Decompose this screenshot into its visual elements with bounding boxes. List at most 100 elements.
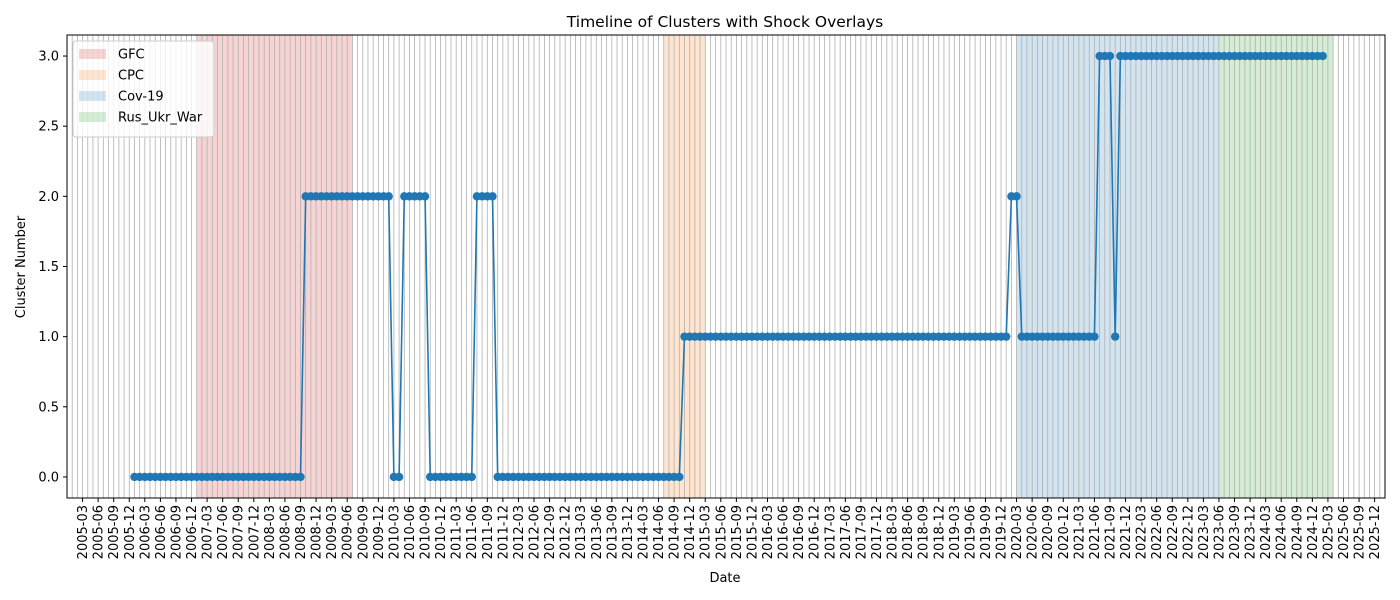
chart-title: Timeline of Clusters with Shock Overlays: [566, 13, 883, 31]
data-point: [1105, 51, 1115, 61]
x-tick-label: 2016-03: [761, 505, 776, 559]
x-tick-label: 2022-12: [1181, 505, 1196, 559]
x-tick-label: 2024-12: [1306, 505, 1321, 559]
x-axis-label: Date: [709, 571, 740, 586]
x-tick-label: 2018-03: [886, 505, 901, 559]
legend-label: Rus_Ukr_War: [118, 111, 203, 126]
legend-swatch: [79, 70, 106, 80]
x-tick-label: 2011-03: [450, 505, 465, 559]
x-tick-label: 2012-03: [512, 505, 527, 559]
x-tick-label: 2025-03: [1321, 505, 1336, 559]
x-tick-label: 2015-09: [730, 505, 745, 559]
x-tick-label: 2023-12: [1244, 505, 1259, 559]
x-tick-label: 2021-03: [1072, 505, 1087, 559]
x-tick-label: 2015-12: [745, 505, 760, 559]
y-tick-label: 2.5: [38, 120, 59, 135]
data-point: [1110, 332, 1120, 341]
legend-label: Cov-19: [118, 90, 164, 105]
x-gridlines: [71, 35, 1381, 498]
x-tick-label: 2013-03: [574, 505, 589, 559]
shock-band-cov-19-2: [1130, 35, 1219, 498]
x-tick-label: 2020-03: [1010, 505, 1025, 559]
x-tick-label: 2005-06: [92, 505, 107, 559]
y-tick-label: 1.0: [38, 330, 59, 345]
x-tick-label: 2023-06: [1212, 505, 1227, 559]
x-tick-label: 2007-09: [232, 505, 247, 559]
x-tick-label: 2008-03: [263, 505, 278, 559]
legend-label: GFC: [118, 48, 145, 63]
legend-box: [72, 40, 215, 138]
data-point: [1012, 192, 1021, 201]
x-tick-label: 2008-12: [310, 505, 325, 559]
y-tick-label: 2.0: [38, 190, 59, 205]
x-tick-label: 2013-12: [621, 505, 636, 559]
x-tick-label: 2010-09: [419, 505, 434, 559]
y-tick-label: 0.0: [38, 470, 59, 485]
x-tick-label: 2024-09: [1290, 505, 1305, 559]
x-tick-label: 2016-06: [777, 505, 792, 559]
x-tick-label: 2013-06: [590, 505, 605, 559]
series-line-layer: [130, 51, 1327, 482]
x-tick-label: 2008-09: [294, 505, 309, 559]
x-tick-label: 2025-06: [1337, 505, 1352, 559]
x-tick-label: 2020-06: [1026, 505, 1041, 559]
x-tick-label: 2023-09: [1228, 505, 1243, 559]
y-tick-label: 3.0: [38, 50, 59, 65]
x-tick-label: 2008-06: [278, 505, 293, 559]
x-tick-label: 2017-09: [854, 505, 869, 559]
x-tick-label: 2019-09: [979, 505, 994, 559]
y-tick-label: 0.5: [38, 400, 59, 415]
data-point: [675, 472, 684, 482]
x-tick-label: 2011-12: [496, 505, 511, 559]
x-tick-label: 2020-09: [1041, 505, 1056, 559]
data-point: [394, 472, 404, 482]
x-tick-label: 2009-12: [372, 505, 387, 559]
x-tick-label: 2025-09: [1353, 505, 1368, 559]
x-tick-label: 2014-12: [683, 505, 698, 559]
x-tick-label: 2015-06: [714, 505, 729, 559]
x-tick-label: 2014-06: [652, 505, 667, 559]
x-tick-label: 2006-06: [154, 505, 169, 559]
x-tick-label: 2019-06: [963, 505, 978, 559]
x-tick-label: 2012-12: [559, 505, 574, 559]
legend-swatch: [79, 112, 106, 122]
x-tick-label: 2006-03: [138, 505, 153, 559]
data-point: [384, 192, 393, 201]
x-tick-label: 2005-03: [76, 505, 91, 559]
x-tick-label: 2019-03: [948, 505, 963, 559]
data-point: [1318, 51, 1327, 61]
x-tick-label: 2012-06: [528, 505, 543, 559]
y-axis-label: Cluster Number: [14, 215, 29, 318]
x-tick-label: 2005-12: [123, 505, 138, 559]
shock-band-rus-ukr-war-1: [1218, 35, 1266, 498]
x-tick-label: 2010-06: [403, 505, 418, 559]
x-tick-label: 2015-03: [699, 505, 714, 559]
x-tick-label: 2010-12: [434, 505, 449, 559]
x-tick-label: 2009-03: [325, 505, 340, 559]
x-tick-label: 2022-09: [1166, 505, 1181, 559]
x-tick-label: 2019-12: [995, 505, 1010, 559]
shock-band-rus-ukr-war-2: [1265, 35, 1334, 498]
data-point: [296, 472, 305, 482]
x-tick-label: 2017-03: [823, 505, 838, 559]
x-tick-label: 2021-09: [1103, 505, 1118, 559]
x-tick-label: 2018-09: [917, 505, 932, 559]
data-point: [467, 472, 476, 482]
x-tick-label: 2014-09: [668, 505, 683, 559]
legend-swatch: [79, 49, 106, 59]
x-tick-label: 2005-09: [107, 505, 122, 559]
x-tick-label: 2021-06: [1088, 505, 1103, 559]
legend: GFC CPC Cov-19 Rus_Ukr_War: [72, 40, 215, 138]
x-tick-label: 2021-12: [1119, 505, 1134, 559]
data-point: [488, 192, 497, 201]
x-tick-label: 2018-06: [901, 505, 916, 559]
legend-label: CPC: [118, 69, 144, 84]
x-tick-label: 2006-12: [185, 505, 200, 559]
x-tick-label: 2013-09: [605, 505, 620, 559]
legend-swatch: [79, 91, 106, 101]
x-tick-label: 2006-09: [169, 505, 184, 559]
x-tick-label: 2009-06: [341, 505, 356, 559]
x-tick-label: 2024-03: [1259, 505, 1274, 559]
